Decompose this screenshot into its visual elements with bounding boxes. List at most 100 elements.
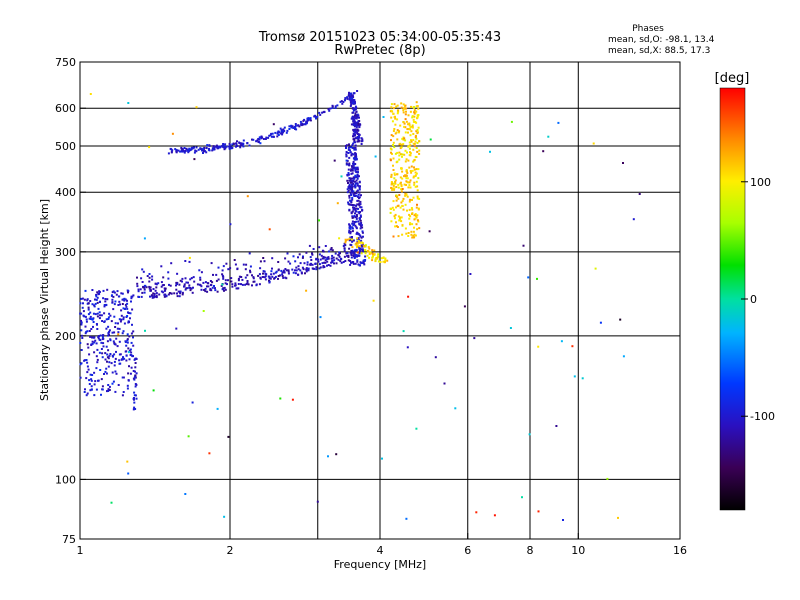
data-point — [409, 223, 411, 226]
data-point — [170, 151, 173, 154]
data-point — [224, 143, 227, 146]
data-point — [349, 185, 352, 188]
data-point — [355, 204, 358, 207]
data-point — [347, 163, 349, 166]
data-point — [510, 120, 513, 123]
data-point — [374, 260, 377, 263]
data-point — [143, 237, 146, 240]
data-point — [107, 357, 110, 360]
data-point — [104, 298, 107, 300]
data-point — [298, 125, 301, 128]
data-point — [403, 137, 406, 140]
data-point — [417, 177, 420, 180]
data-point — [410, 105, 412, 108]
data-point — [128, 365, 130, 368]
data-point — [358, 133, 361, 136]
data-point — [93, 336, 96, 339]
data-point — [413, 183, 416, 186]
data-point — [217, 145, 220, 148]
data-point — [183, 147, 186, 149]
data-point — [255, 283, 258, 286]
data-point — [622, 355, 625, 358]
data-point — [184, 493, 187, 495]
data-point — [136, 276, 138, 279]
data-point — [152, 292, 155, 295]
data-point — [216, 290, 219, 293]
data-point — [175, 149, 178, 152]
data-point — [149, 288, 152, 291]
data-point — [360, 224, 363, 227]
data-point — [126, 307, 129, 310]
data-point — [394, 182, 397, 185]
data-point — [197, 148, 200, 151]
data-point — [258, 136, 261, 139]
data-point — [282, 271, 285, 274]
data-point — [360, 252, 363, 255]
data-point — [359, 200, 362, 203]
data-point — [409, 186, 412, 189]
data-point — [298, 253, 301, 256]
data-point — [338, 251, 341, 254]
data-point — [352, 166, 355, 169]
data-point — [315, 268, 318, 271]
data-point — [361, 245, 364, 248]
data-point — [410, 139, 412, 142]
data-point — [522, 244, 525, 247]
data-point — [200, 271, 203, 274]
data-point — [223, 515, 226, 518]
data-point — [290, 124, 293, 127]
data-point — [268, 228, 271, 231]
data-point — [91, 374, 94, 376]
data-point — [358, 197, 360, 199]
data-point — [251, 284, 253, 287]
data-point — [355, 220, 358, 223]
data-point — [297, 265, 300, 268]
data-point — [351, 144, 354, 147]
data-point — [357, 239, 360, 242]
data-point — [264, 138, 267, 140]
data-point — [86, 365, 89, 368]
data-point — [401, 204, 404, 207]
data-point — [151, 278, 154, 281]
data-point — [120, 309, 123, 312]
data-point — [327, 250, 330, 253]
data-point — [120, 292, 123, 295]
data-point — [356, 251, 359, 254]
data-point — [413, 142, 416, 145]
data-point — [416, 116, 419, 119]
data-point — [356, 128, 359, 131]
data-point — [354, 152, 357, 155]
data-point — [292, 127, 295, 129]
data-point — [202, 147, 205, 150]
data-point — [358, 246, 361, 249]
data-point — [104, 352, 107, 355]
data-point — [134, 374, 137, 377]
data-point — [186, 287, 189, 290]
data-point — [149, 295, 151, 298]
data-point — [143, 288, 146, 291]
data-point — [105, 327, 108, 330]
data-point — [190, 147, 193, 150]
data-point — [352, 161, 355, 163]
data-point — [246, 281, 249, 284]
data-point — [93, 383, 96, 386]
data-point — [358, 120, 361, 122]
data-point — [350, 92, 353, 95]
data-point — [149, 286, 152, 289]
data-point — [344, 97, 347, 100]
data-point — [307, 267, 310, 270]
data-point — [353, 125, 356, 128]
data-point — [100, 314, 103, 317]
data-point — [355, 126, 358, 129]
data-point — [287, 269, 290, 272]
data-point — [390, 116, 393, 119]
data-point — [330, 247, 333, 249]
data-point — [412, 234, 415, 237]
data-point — [291, 398, 294, 401]
data-point — [113, 331, 116, 334]
data-point — [573, 375, 576, 378]
data-point — [392, 200, 395, 203]
data-point — [258, 138, 261, 141]
data-point — [344, 260, 347, 262]
data-point — [349, 260, 352, 262]
